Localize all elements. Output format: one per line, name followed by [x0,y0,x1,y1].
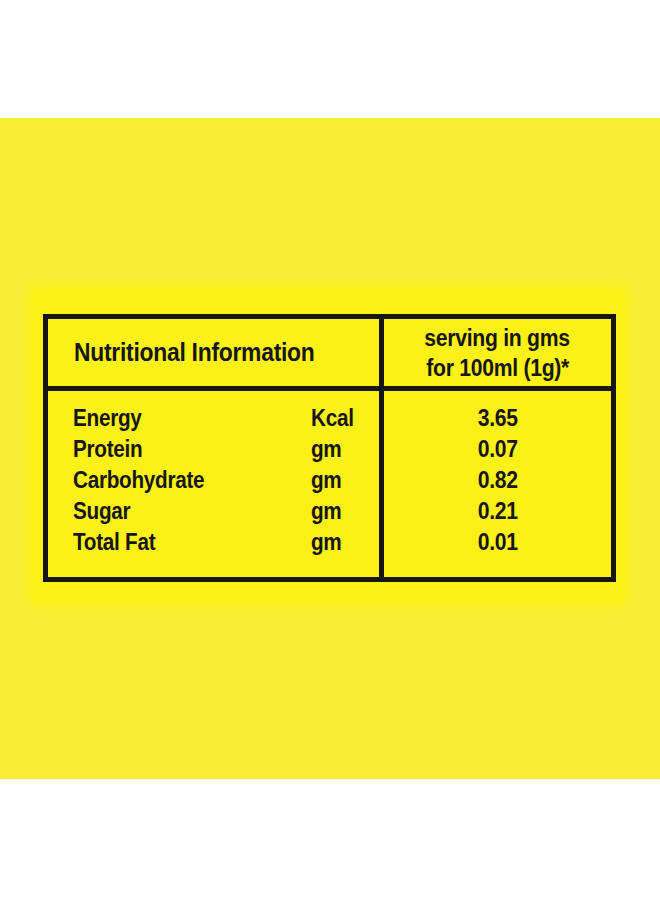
serving-header-line2: for 100ml (1g)* [426,353,569,383]
header-cell-title: Nutritional Information [48,319,379,386]
nutrition-table: Nutritional Information serving in gms f… [43,314,616,582]
serving-header-line1: serving in gms [425,323,570,353]
nutrient-label: Carbohydrate [73,465,204,496]
nutrient-value: 3.65 [477,403,517,434]
table-row: Total Fat gm [48,527,379,558]
nutrient-unit: Kcal [311,403,354,434]
header-cell-serving: serving in gms for 100ml (1g)* [384,319,611,386]
table-body: Energy Kcal Protein gm Carbohydrate gm S… [48,391,611,577]
nutrient-value: 0.21 [477,496,517,527]
table-row: 0.07 [384,434,611,465]
nutrient-value: 0.07 [477,434,517,465]
table-row: Carbohydrate gm [48,465,379,496]
nutrient-unit: gm [311,496,342,527]
nutrient-value: 0.01 [477,527,517,558]
nutrient-value: 0.82 [477,465,517,496]
table-row: 0.01 [384,527,611,558]
table-row: 3.65 [384,403,611,434]
nutrient-unit: gm [311,434,342,465]
nutrient-label: Total Fat [73,527,155,558]
nutrient-label: Protein [73,434,142,465]
value-column: 3.65 0.07 0.82 0.21 0.01 [384,391,611,577]
nutrient-unit: gm [311,527,342,558]
nutrient-column: Energy Kcal Protein gm Carbohydrate gm S… [48,391,379,577]
table-row: 0.21 [384,496,611,527]
table-row: Energy Kcal [48,403,379,434]
table-header-row: Nutritional Information serving in gms f… [48,319,611,391]
table-row: 0.82 [384,465,611,496]
nutrient-unit: gm [311,465,342,496]
nutritional-information-title: Nutritional Information [74,337,315,368]
nutrient-label: Sugar [73,496,130,527]
table-row: Sugar gm [48,496,379,527]
product-image-canvas: Nutritional Information serving in gms f… [0,0,660,900]
nutrient-label: Energy [73,403,142,434]
table-row: Protein gm [48,434,379,465]
